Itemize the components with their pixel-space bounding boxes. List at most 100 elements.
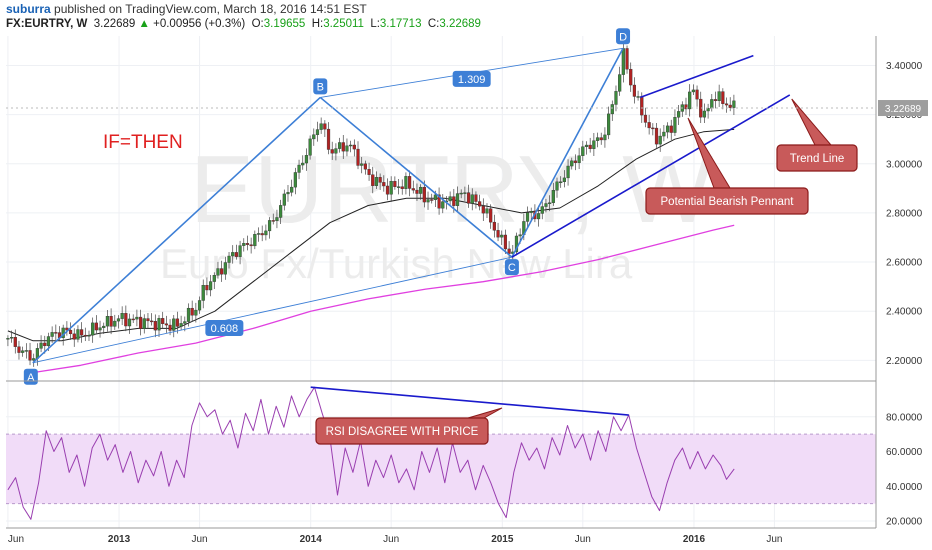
candle-body <box>573 160 578 163</box>
open-label: O: <box>251 18 264 30</box>
candle-body <box>581 146 585 156</box>
last-price-tag: 3.22689 <box>885 104 922 115</box>
point-c-label: C <box>504 259 519 276</box>
candle-body <box>127 318 132 327</box>
candle-body <box>385 185 390 195</box>
point-c-label-text: C <box>508 262 516 274</box>
pattern-leg-CD <box>511 47 624 258</box>
candle-body <box>297 164 301 173</box>
point-d-label-text: D <box>619 31 627 43</box>
candle-body <box>175 318 180 327</box>
candle-body <box>529 211 533 213</box>
candle-body <box>76 329 80 340</box>
publisher-name[interactable]: suburra <box>6 2 51 16</box>
candle-body <box>341 142 345 152</box>
candle-body <box>621 48 625 75</box>
candle-body <box>264 230 268 236</box>
if-then-label: IF=THEN <box>103 132 183 153</box>
candle-body <box>673 117 677 133</box>
ratio-bd-badge-text: 1.309 <box>458 74 486 86</box>
point-d-label: D <box>616 28 631 45</box>
candle-body <box>334 148 338 154</box>
candle-body <box>459 192 463 195</box>
candle-body <box>349 144 353 147</box>
candle-body <box>135 316 139 320</box>
candle-body <box>607 113 611 136</box>
candle-body <box>415 189 419 194</box>
candle-body <box>260 233 264 236</box>
candle-body <box>28 350 32 361</box>
candle-body <box>396 186 401 188</box>
candle-body <box>544 203 548 207</box>
candle-body <box>72 333 76 340</box>
candle-body <box>161 318 165 324</box>
last-price: 3.22689 <box>93 18 136 30</box>
candle-body <box>603 134 607 141</box>
candle-body <box>54 332 58 334</box>
candle-body <box>382 182 386 187</box>
point-a-label: A <box>23 368 38 385</box>
candle-body <box>94 322 98 331</box>
candle-body <box>367 169 371 175</box>
candle-body <box>282 193 286 206</box>
candle-body <box>113 320 117 327</box>
candle-body <box>21 350 25 353</box>
candle-body <box>404 176 408 189</box>
candle-body <box>326 128 331 150</box>
time-tick-label: Jun <box>8 534 24 545</box>
candle-body <box>290 186 294 193</box>
point-b-label: B <box>313 78 328 95</box>
low-label: L: <box>370 18 380 30</box>
last-price-tag-bg <box>878 100 928 117</box>
lower-trend-line <box>511 94 791 258</box>
candle-body <box>304 155 309 164</box>
candle-body <box>584 144 589 147</box>
candle-body <box>216 268 220 276</box>
price-tick-label: 3.40000 <box>886 61 923 72</box>
candle-body <box>629 68 633 86</box>
price-tick-label: 2.60000 <box>886 258 923 269</box>
candle-body <box>474 194 478 202</box>
candle-body <box>570 160 574 167</box>
time-tick-label: 2014 <box>300 534 323 545</box>
symbol-label: FX:EURTRY, W <box>6 18 88 30</box>
candle-body <box>220 268 224 275</box>
candle-body <box>665 125 670 133</box>
candle-body <box>80 329 84 336</box>
candle-body <box>267 220 272 232</box>
candle-body <box>713 99 718 102</box>
candle-body <box>105 316 110 327</box>
candle-body <box>231 252 235 257</box>
candle-body <box>448 196 452 202</box>
close-value: 3.22689 <box>439 18 481 30</box>
point-b-label-text: B <box>317 81 324 93</box>
candle-body <box>312 134 316 140</box>
candle-body <box>400 186 404 189</box>
candle-body <box>411 188 415 191</box>
candle-body <box>507 248 511 254</box>
candle-body <box>636 96 640 98</box>
candle-body <box>374 177 379 186</box>
candle-body <box>433 194 437 200</box>
candle-body <box>205 285 209 291</box>
candle-body <box>625 48 629 70</box>
rsi-divergence-line <box>310 386 629 416</box>
trend-line-callout-pointer <box>791 98 833 146</box>
candle-body <box>500 234 504 238</box>
candle-body <box>223 262 227 275</box>
harmonic-pattern: A B C D 0.608 1.309 <box>23 28 631 385</box>
candle-body <box>599 137 603 141</box>
candle-body <box>466 192 471 204</box>
candle-body <box>592 140 596 149</box>
candle-body <box>32 358 36 361</box>
candle-body <box>190 307 194 316</box>
pattern-leg-BC <box>319 96 513 258</box>
time-tick-label: Jun <box>191 534 207 545</box>
candle-body <box>492 221 496 231</box>
candle-body <box>197 300 202 311</box>
candle-body <box>98 327 102 331</box>
candle-body <box>87 334 91 337</box>
ratio-ab-badge-bg <box>205 319 244 336</box>
candle-body <box>389 181 393 195</box>
